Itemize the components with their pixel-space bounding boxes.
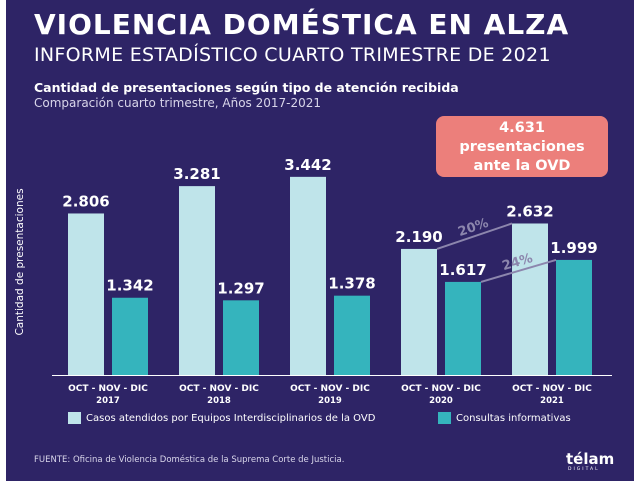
bar-consultas-2020 — [445, 281, 481, 375]
data-label-casos-2019: 3.442 — [284, 156, 331, 174]
legend-label-series2: Consultas informativas — [456, 413, 571, 424]
x-tick-year-2018: 2018 — [207, 396, 231, 406]
bar-consultas-2017 — [112, 297, 148, 375]
x-tick-period-2017: OCT - NOV - DIC — [68, 384, 148, 394]
x-tick-year-2021: 2021 — [540, 396, 564, 406]
x-tick-period-2019: OCT - NOV - DIC — [290, 384, 370, 394]
chart-title: Cantidad de presentaciones según tipo de… — [34, 80, 459, 95]
y-axis-label: Cantidad de presentaciones — [14, 188, 26, 335]
callout-number: 4.631 — [499, 120, 545, 136]
legend-label-series1: Casos atendidos por Equipos Interdiscipl… — [86, 413, 376, 424]
callout-text-2: ante la OVD — [473, 158, 571, 174]
x-tick-year-2017: 2017 — [96, 396, 120, 406]
data-label-consultas-2021: 1.999 — [550, 239, 597, 257]
total-callout: 4.631 presentaciones ante la OVD — [436, 116, 608, 177]
data-label-casos-2017: 2.806 — [62, 192, 109, 210]
bar-casos-2019 — [290, 176, 326, 375]
bar-casos-2018 — [179, 186, 215, 375]
bar-consultas-2018 — [223, 300, 259, 375]
growth-line-casos — [436, 222, 513, 250]
data-label-consultas-2017: 1.342 — [106, 277, 153, 295]
callout-text-1: presentaciones — [459, 139, 585, 155]
data-label-casos-2020: 2.190 — [395, 228, 442, 246]
infographic: VIOLENCIA DOMÉSTICA EN ALZA INFORME ESTA… — [6, 0, 634, 481]
data-label-casos-2018: 3.281 — [173, 165, 220, 183]
legend-item-series2: Consultas informativas — [438, 412, 571, 424]
main-subtitle: INFORME ESTADÍSTICO CUARTO TRIMESTRE DE … — [34, 44, 551, 66]
data-label-casos-2021: 2.632 — [506, 202, 553, 220]
telam-logo: télam — [566, 450, 615, 468]
bar-consultas-2021 — [556, 259, 592, 375]
legend-swatch-series2 — [438, 412, 451, 424]
legend-item-series1: Casos atendidos por Equipos Interdiscipl… — [68, 412, 375, 424]
data-label-consultas-2018: 1.297 — [217, 279, 264, 297]
x-tick-period-2018: OCT - NOV - DIC — [179, 384, 259, 394]
source-note: FUENTE: Oficina de Violencia Doméstica d… — [34, 455, 345, 465]
data-label-consultas-2020: 1.617 — [439, 261, 486, 279]
growth-line-consultas — [480, 258, 557, 283]
bar-consultas-2019 — [334, 295, 370, 375]
main-title: VIOLENCIA DOMÉSTICA EN ALZA — [34, 8, 570, 41]
legend-swatch-series1 — [68, 412, 81, 424]
bar-chart: Cantidad de presentaciones 2.806 1.342 OCT … — [14, 156, 612, 406]
x-tick-year-2020: 2020 — [429, 396, 453, 406]
bar-casos-2020 — [401, 248, 437, 375]
x-tick-period-2020: OCT - NOV - DIC — [401, 384, 481, 394]
x-tick-period-2021: OCT - NOV - DIC — [512, 384, 592, 394]
x-tick-year-2019: 2019 — [318, 396, 342, 406]
telam-logo-sub: DIGITAL — [568, 467, 600, 472]
chart-subtitle: Comparación cuarto trimestre, Años 2017-… — [34, 96, 322, 110]
bar-casos-2021 — [512, 223, 548, 375]
bar-casos-2017 — [68, 213, 104, 375]
data-label-consultas-2019: 1.378 — [328, 275, 375, 293]
